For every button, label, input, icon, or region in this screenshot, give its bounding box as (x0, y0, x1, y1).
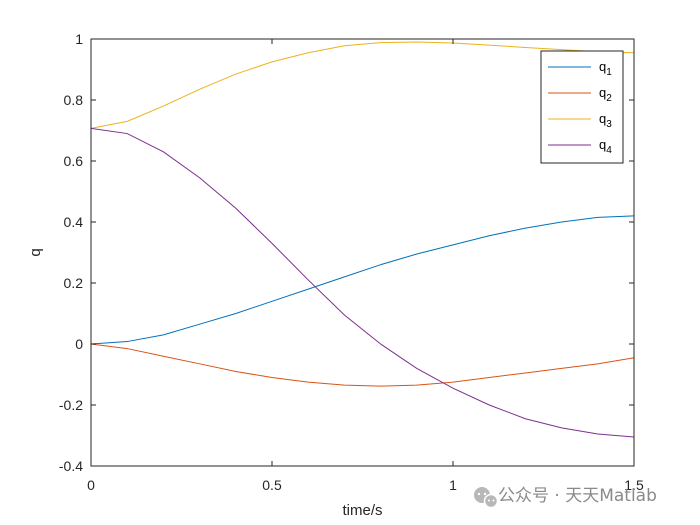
legend-entry-q2: q2 (599, 85, 612, 104)
y-tick-label: 0 (75, 336, 83, 352)
y-tick-label: -0.4 (59, 458, 83, 474)
watermark: 公众号 · 天天Matlab (474, 486, 657, 509)
ticks-layer: 0 0.5 1 1.5 -0.4 -0.2 0 0.2 0.4 0.6 0.8 1 (59, 31, 644, 493)
x-tick-label: 1.5 (624, 477, 644, 493)
legend: q1 q2 q3 q4 (540, 50, 624, 164)
series-line-q4 (90, 127, 635, 438)
series-line-q1 (90, 215, 635, 345)
series-line-q3 (90, 41, 635, 129)
axes-box (90, 38, 635, 467)
x-tick-label: 1 (449, 477, 457, 493)
wechat-icon (474, 487, 499, 509)
series-line-q2 (90, 343, 635, 387)
axes-layer (90, 38, 635, 467)
legend-entry-q1: q1 (599, 59, 612, 78)
legend-entry-q4: q4 (599, 137, 612, 156)
x-axis-label: time/s (342, 502, 382, 519)
y-tick-label: 0.2 (64, 275, 84, 291)
x-tick-label: 0.5 (262, 477, 282, 493)
y-tick-label: 0.4 (64, 214, 84, 230)
x-tick-label: 0 (87, 477, 95, 493)
y-tick-label: -0.2 (59, 397, 83, 413)
y-tick-label: 0.8 (64, 92, 84, 108)
series-layer (90, 41, 635, 438)
y-tick-label: 0.6 (64, 153, 84, 169)
legend-entry-q3: q3 (599, 111, 612, 130)
watermark-text: 公众号 · 天天Matlab (498, 486, 657, 506)
legend-box (540, 50, 624, 164)
y-tick-label: 1 (75, 31, 83, 47)
y-axis-label: q (27, 248, 44, 256)
